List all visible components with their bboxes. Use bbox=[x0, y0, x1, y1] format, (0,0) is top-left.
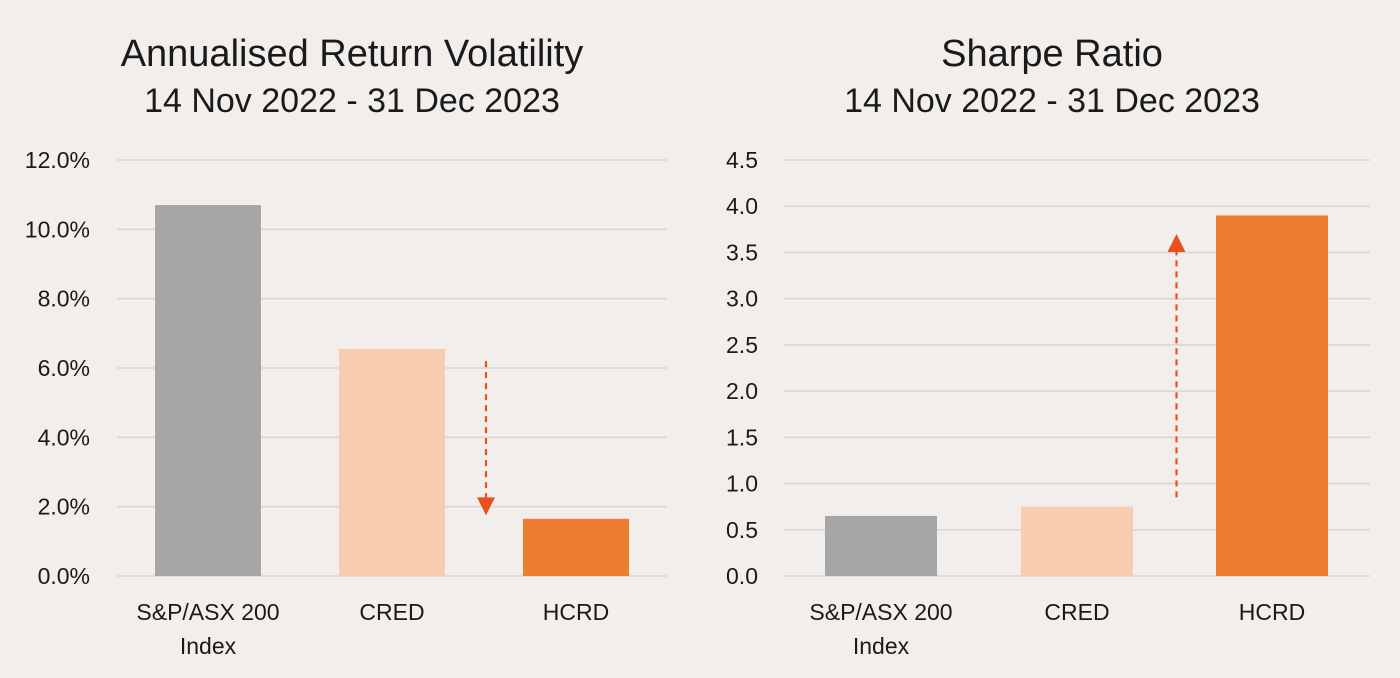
y-tick-label: 2.0 bbox=[726, 378, 758, 404]
y-tick-label: 1.5 bbox=[726, 424, 758, 450]
y-tick-label: 2.0% bbox=[38, 494, 90, 520]
y-tick-label: 6.0% bbox=[38, 355, 90, 381]
y-tick-label: 4.5 bbox=[726, 147, 758, 173]
chart-volatility: Annualised Return Volatility 14 Nov 2022 … bbox=[25, 33, 667, 659]
x-category-label: CRED bbox=[359, 599, 424, 625]
arrow-head-icon bbox=[477, 497, 495, 516]
arrow-annotation bbox=[1167, 233, 1186, 498]
y-tick-label: 1.0 bbox=[726, 471, 758, 497]
chart-sharpe: Sharpe Ratio 14 Nov 2022 - 31 Dec 2023 0.0… bbox=[726, 33, 1370, 659]
x-category-label: S&P/ASX 200 bbox=[809, 599, 952, 625]
y-tick-label: 3.0 bbox=[726, 286, 758, 312]
bar-cred bbox=[339, 348, 445, 576]
chart-subtitle: 14 Nov 2022 - 31 Dec 2023 bbox=[144, 82, 560, 120]
y-tick-label: 10.0% bbox=[25, 216, 90, 242]
x-category-label: CRED bbox=[1044, 599, 1109, 625]
y-tick-label: 0.0 bbox=[726, 563, 758, 589]
bar-hcrd bbox=[523, 518, 629, 576]
y-tick-label: 3.5 bbox=[726, 239, 758, 265]
y-tick-label: 12.0% bbox=[25, 147, 90, 173]
arrow-annotation bbox=[477, 361, 495, 516]
arrow-head-icon bbox=[1167, 233, 1186, 252]
x-category-label: Index bbox=[853, 633, 910, 659]
bar-index bbox=[825, 515, 937, 576]
x-category-label: HCRD bbox=[1239, 599, 1305, 625]
bar-index bbox=[155, 205, 261, 577]
y-tick-label: 0.0% bbox=[38, 563, 90, 589]
x-category-label: Index bbox=[180, 633, 237, 659]
y-tick-label: 0.5 bbox=[726, 517, 758, 543]
chart-subtitle: 14 Nov 2022 - 31 Dec 2023 bbox=[844, 82, 1260, 120]
bar-hcrd bbox=[1216, 215, 1328, 576]
y-tick-label: 2.5 bbox=[726, 332, 758, 358]
y-tick-label: 8.0% bbox=[38, 286, 90, 312]
y-tick-label: 4.0% bbox=[38, 424, 90, 450]
y-tick-label: 4.0 bbox=[726, 193, 758, 219]
x-category-label: HCRD bbox=[543, 599, 609, 625]
chart-title: Sharpe Ratio bbox=[941, 33, 1163, 75]
x-category-label: S&P/ASX 200 bbox=[136, 599, 279, 625]
chart-title: Annualised Return Volatility bbox=[121, 33, 584, 75]
bar-cred bbox=[1021, 506, 1133, 576]
